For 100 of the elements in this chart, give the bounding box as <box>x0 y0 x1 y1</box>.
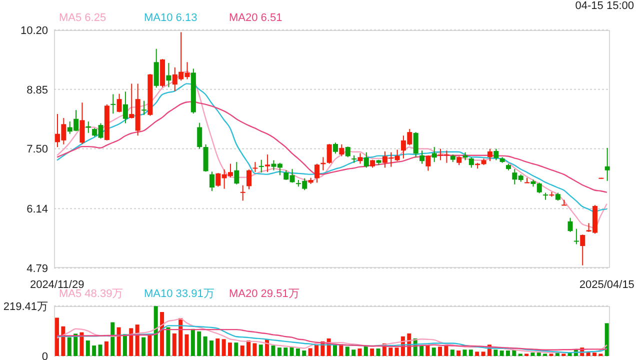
bar <box>277 348 282 356</box>
bar <box>388 348 393 356</box>
bar <box>129 328 134 356</box>
bar <box>438 346 442 356</box>
bar <box>216 338 220 356</box>
bar <box>536 352 541 356</box>
bar <box>370 348 374 356</box>
bar <box>154 306 158 356</box>
bar <box>74 334 78 356</box>
bar <box>352 350 356 356</box>
bar <box>141 337 146 356</box>
bar <box>148 334 152 356</box>
bar <box>604 323 609 356</box>
candlestick <box>154 48 159 88</box>
candlestick <box>314 163 320 184</box>
bar <box>98 344 102 356</box>
line-series <box>56 70 608 229</box>
bar <box>246 340 251 356</box>
bar <box>110 322 115 356</box>
bar <box>258 344 263 356</box>
y-tick-label: 6.14 <box>26 204 48 216</box>
bar <box>252 343 257 356</box>
bar <box>314 344 318 356</box>
text: MA20 6.51 <box>229 12 284 24</box>
bar <box>80 332 84 356</box>
bar <box>475 352 480 356</box>
y-tick-label: 10.20 <box>20 24 48 37</box>
candlestick <box>364 152 369 168</box>
bar <box>456 350 461 356</box>
bar <box>358 348 362 356</box>
text: MA5 48.39万 <box>59 288 124 300</box>
y-tick-label: 7.50 <box>26 144 48 156</box>
candlestick <box>333 142 338 154</box>
bar <box>203 336 208 356</box>
bar <box>160 312 164 356</box>
bar <box>376 348 380 356</box>
candlestick <box>141 100 146 116</box>
candlestick <box>345 146 350 158</box>
bar <box>444 346 448 356</box>
text: MA10 6.13 <box>144 12 198 24</box>
bar <box>308 348 312 356</box>
candlestick <box>110 94 116 114</box>
bar <box>592 352 596 356</box>
candlestick <box>574 228 579 245</box>
bar <box>67 337 72 356</box>
y-tick-label: 8.85 <box>26 84 48 96</box>
bar <box>426 346 430 356</box>
bar <box>462 350 467 356</box>
bar <box>394 348 399 356</box>
candlestick <box>234 161 240 185</box>
bar <box>104 341 108 356</box>
bar <box>135 324 140 356</box>
bar <box>481 352 486 356</box>
candlestick <box>487 148 492 162</box>
bar <box>184 334 189 356</box>
bar <box>172 333 176 356</box>
bar <box>61 326 66 356</box>
bar <box>209 340 214 356</box>
candlestick <box>116 93 122 113</box>
bar <box>240 346 244 356</box>
y-tick-label: 0 <box>42 350 48 360</box>
text: MA10 33.91万 <box>144 288 216 300</box>
line-series <box>56 83 608 212</box>
y-tick-label: 219.41万 <box>3 300 48 313</box>
candlestick <box>166 62 172 88</box>
bar <box>271 346 276 356</box>
candlestick <box>494 148 499 161</box>
candlestick <box>468 157 474 168</box>
candlestick <box>339 144 344 157</box>
candlestick <box>258 159 264 174</box>
bar <box>468 350 473 356</box>
bar <box>92 346 96 356</box>
candlestick <box>122 91 128 124</box>
bar <box>530 352 535 356</box>
candlestick <box>580 234 586 266</box>
bar <box>86 340 90 356</box>
y-tick-label: 4.79 <box>26 262 48 275</box>
bar <box>284 348 288 356</box>
candlestick <box>426 154 431 172</box>
bar <box>345 346 350 356</box>
bar <box>296 348 300 356</box>
candlestick <box>358 152 363 164</box>
x-tick-label: 2024/11/29 <box>30 279 84 291</box>
candlestick <box>419 150 424 164</box>
candlestick <box>432 146 437 162</box>
candlestick <box>252 161 258 173</box>
candlestick <box>80 102 85 144</box>
bar <box>55 318 59 356</box>
bar <box>506 350 510 356</box>
candlestick <box>265 154 270 173</box>
candlestick <box>246 168 252 190</box>
bar <box>450 350 454 356</box>
x-tick-label: 2025/04/15 <box>579 279 634 291</box>
text: MA5 6.25 <box>59 12 108 24</box>
text: 04-15 15:00 <box>575 0 634 12</box>
candlestick <box>209 171 214 192</box>
candlestick <box>413 132 418 158</box>
bar <box>222 339 226 356</box>
candlestick <box>240 184 246 202</box>
bar <box>116 327 121 356</box>
